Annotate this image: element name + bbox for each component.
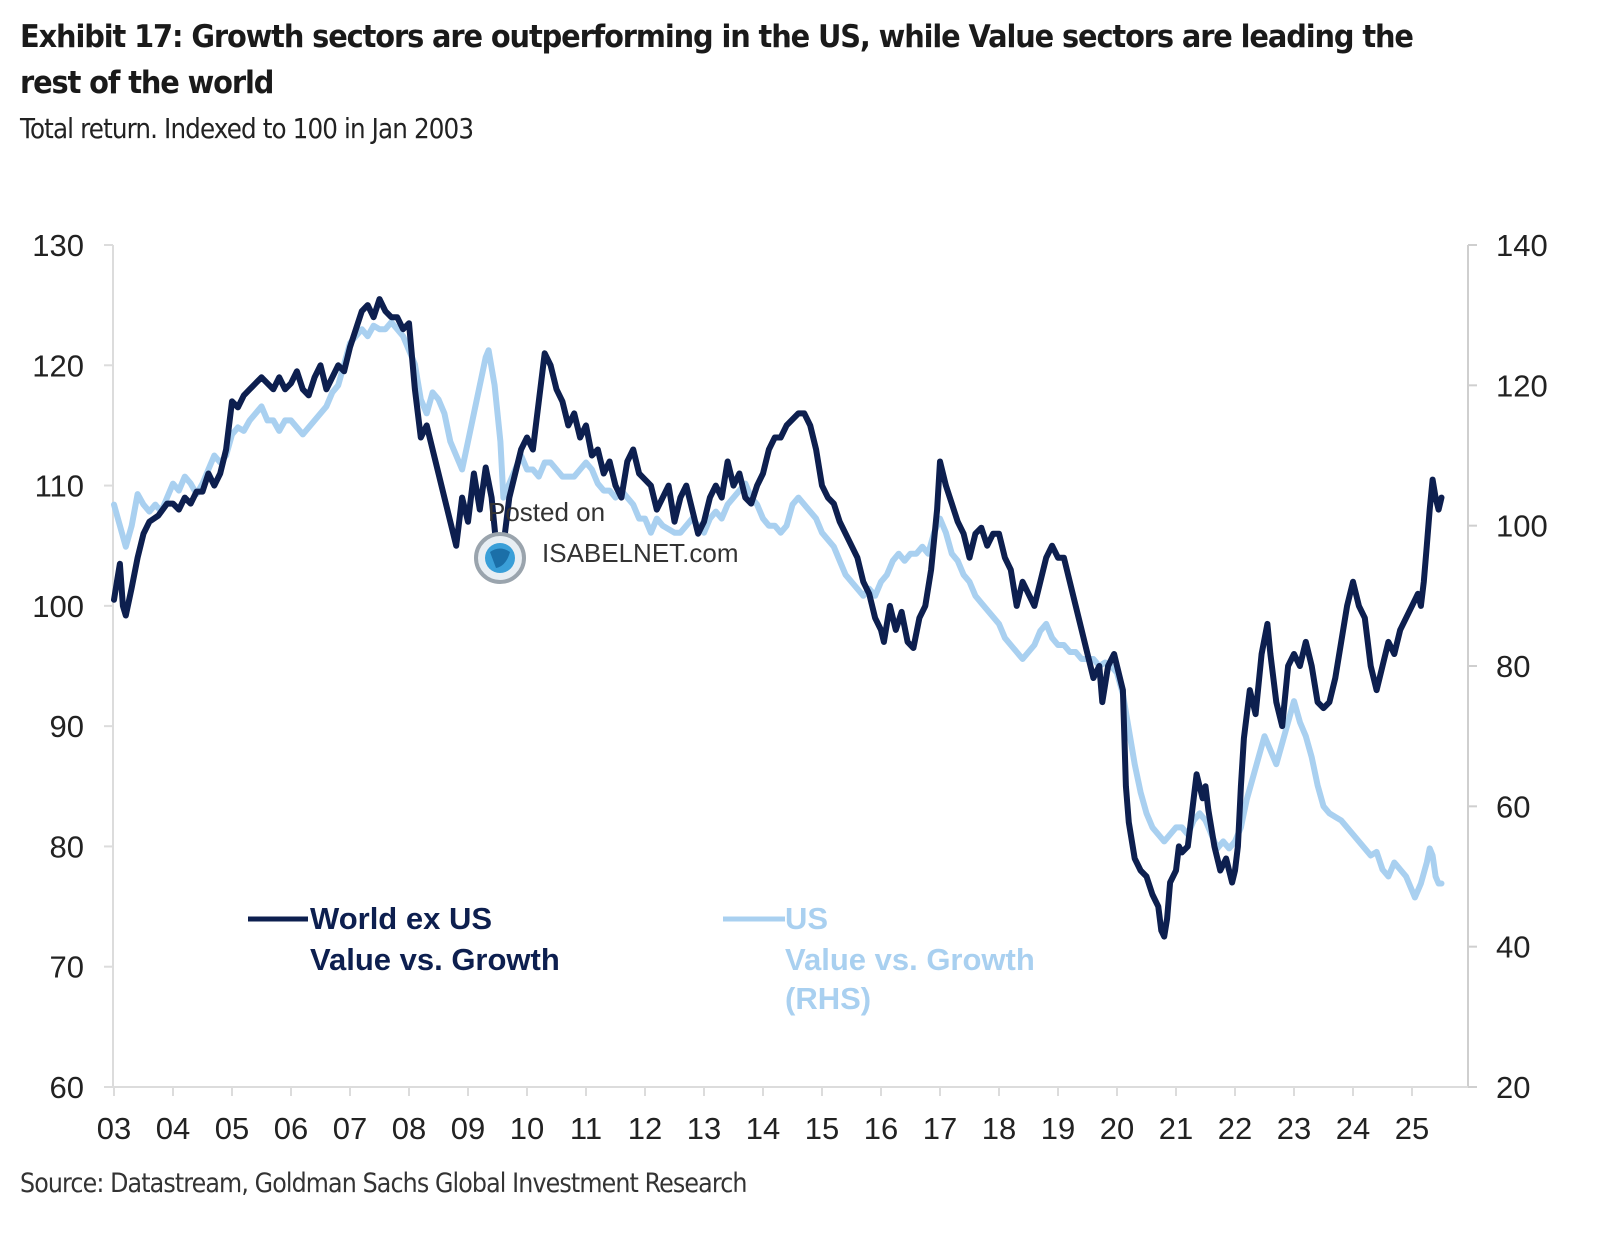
- x-tick-label: 13: [687, 1111, 721, 1146]
- left-tick-label: 120: [32, 348, 84, 383]
- x-tick-label: 11: [570, 1111, 602, 1146]
- x-tick-label: 21: [1159, 1111, 1193, 1146]
- x-tick-label: 04: [156, 1111, 190, 1146]
- legend-label-us-line1: US: [785, 901, 828, 936]
- right-tick-label: 40: [1496, 930, 1530, 965]
- left-tick-label: 70: [50, 950, 84, 985]
- left-tick-label: 60: [50, 1070, 84, 1105]
- chart-title: Exhibit 17: Growth sectors are outperfor…: [20, 19, 1414, 101]
- left-tick-label: 100: [32, 589, 84, 624]
- chart-subtitle: Total return. Indexed to 100 in Jan 2003: [20, 112, 474, 145]
- x-tick-label: 03: [97, 1111, 131, 1146]
- legend: World ex US Value vs. Growth US Value vs…: [248, 901, 1035, 1016]
- globe-logo-icon: [474, 532, 526, 584]
- series-line-world-ex-us: [111, 296, 1445, 940]
- x-tick-label: 12: [628, 1111, 662, 1146]
- x-tick-label: 25: [1395, 1111, 1429, 1146]
- watermark: Posted on ISABELNET.com: [474, 497, 739, 584]
- left-tick-label: 130: [32, 228, 84, 263]
- series-line-us: [111, 319, 1445, 901]
- legend-item-us: US Value vs. Growth (RHS): [723, 901, 1035, 1016]
- x-tick-label: 16: [864, 1111, 898, 1146]
- legend-label-us-line2: Value vs. Growth: [785, 942, 1035, 977]
- x-tick-label: 15: [805, 1111, 839, 1146]
- x-tick-label: 10: [510, 1111, 544, 1146]
- right-y-ticks: 20 40 60 80 100 120 140: [1468, 228, 1548, 1105]
- x-tick-label: 06: [274, 1111, 308, 1146]
- x-tick-label: 07: [333, 1111, 367, 1146]
- right-tick-label: 140: [1496, 228, 1548, 263]
- x-tick-label: 09: [451, 1111, 485, 1146]
- series-layer: [111, 296, 1445, 940]
- right-tick-label: 100: [1496, 509, 1548, 544]
- x-tick-label: 24: [1336, 1111, 1370, 1146]
- right-tick-label: 20: [1496, 1070, 1530, 1105]
- right-tick-label: 80: [1496, 649, 1530, 684]
- x-tick-label: 22: [1218, 1111, 1252, 1146]
- x-tick-label: 14: [746, 1111, 780, 1146]
- left-tick-label: 80: [50, 829, 84, 864]
- x-tick-label: 19: [1041, 1111, 1075, 1146]
- watermark-line2: ISABELNET.com: [542, 538, 739, 568]
- legend-item-world-ex-us: World ex US Value vs. Growth: [248, 901, 560, 977]
- x-tick-label: 20: [1100, 1111, 1134, 1146]
- x-tick-label: 23: [1277, 1111, 1311, 1146]
- left-y-ticks: 60 70 80 90 100 110 120 130: [32, 228, 113, 1105]
- x-tick-label: 08: [392, 1111, 426, 1146]
- legend-label-world-ex-us-line1: World ex US: [310, 901, 492, 936]
- watermark-line1: Posted on: [488, 497, 605, 527]
- x-tick-label: 18: [982, 1111, 1016, 1146]
- legend-label-world-ex-us-line2: Value vs. Growth: [310, 942, 560, 977]
- left-tick-label: 90: [50, 709, 84, 744]
- source-note: Source: Datastream, Goldman Sachs Global…: [20, 1168, 747, 1199]
- right-tick-label: 60: [1496, 789, 1530, 824]
- legend-label-us-line3: (RHS): [785, 981, 871, 1016]
- left-tick-label: 110: [35, 469, 84, 504]
- x-tick-label: 17: [923, 1111, 957, 1146]
- x-ticks: 03 04 05 06 07 08 09 10 11 12 13 14 15 16 17 18 19 20 21 22…: [97, 1087, 1429, 1146]
- right-tick-label: 120: [1496, 368, 1548, 403]
- x-tick-label: 05: [215, 1111, 249, 1146]
